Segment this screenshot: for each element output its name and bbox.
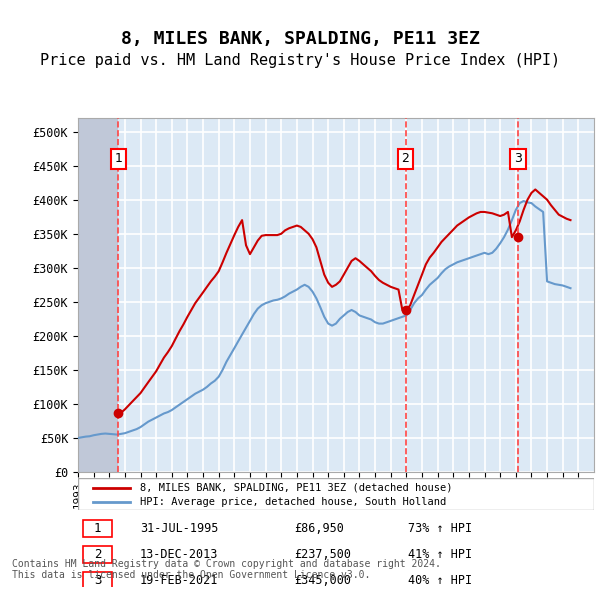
Text: HPI: Average price, detached house, South Holland: HPI: Average price, detached house, Sout… [140,497,446,507]
Text: 1: 1 [115,152,122,165]
Text: Price paid vs. HM Land Registry's House Price Index (HPI): Price paid vs. HM Land Registry's House … [40,53,560,68]
FancyBboxPatch shape [83,572,112,589]
FancyBboxPatch shape [78,478,594,510]
Text: 31-JUL-1995: 31-JUL-1995 [140,522,218,535]
Text: 1: 1 [94,522,101,535]
Text: 2: 2 [401,152,409,165]
Text: 3: 3 [94,573,101,586]
Bar [78,118,118,472]
Text: 8, MILES BANK, SPALDING, PE11 3EZ (detached house): 8, MILES BANK, SPALDING, PE11 3EZ (detac… [140,483,452,493]
Text: 3: 3 [514,152,522,165]
Text: 2: 2 [94,548,101,560]
FancyBboxPatch shape [83,520,112,537]
Text: 73% ↑ HPI: 73% ↑ HPI [408,522,472,535]
Text: £237,500: £237,500 [295,548,352,560]
Text: Contains HM Land Registry data © Crown copyright and database right 2024.
This d: Contains HM Land Registry data © Crown c… [12,559,441,580]
FancyBboxPatch shape [83,546,112,562]
Text: 41% ↑ HPI: 41% ↑ HPI [408,548,472,560]
Text: 40% ↑ HPI: 40% ↑ HPI [408,573,472,586]
Text: 13-DEC-2013: 13-DEC-2013 [140,548,218,560]
Text: 8, MILES BANK, SPALDING, PE11 3EZ: 8, MILES BANK, SPALDING, PE11 3EZ [121,30,479,48]
Text: 19-FEB-2021: 19-FEB-2021 [140,573,218,586]
Text: £345,000: £345,000 [295,573,352,586]
Text: £86,950: £86,950 [295,522,344,535]
